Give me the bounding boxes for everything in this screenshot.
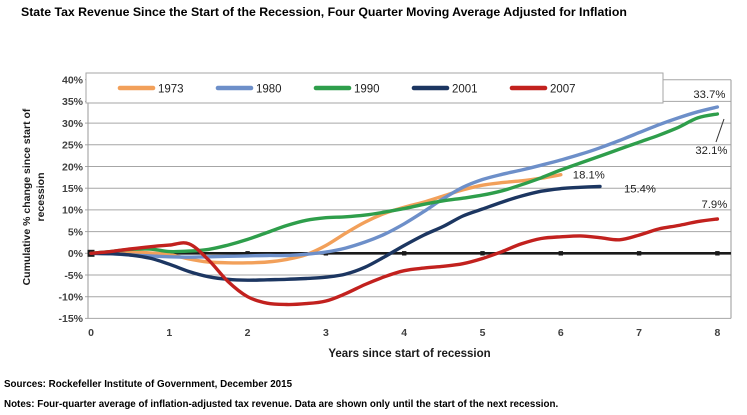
series-end-label-1980: 33.7%	[693, 89, 725, 101]
y-tick-label: -5%	[64, 270, 83, 282]
series-line-1990	[89, 112, 720, 255]
y-tick-label: -15%	[58, 313, 83, 325]
x-tick-label: 3	[323, 327, 329, 339]
series-line-2007	[89, 217, 720, 307]
x-tick-label: 1	[166, 327, 172, 339]
y-tick-label: 15%	[62, 183, 84, 195]
legend-label-2001: 2001	[452, 84, 478, 96]
legend-label-1980: 1980	[256, 84, 282, 96]
x-tick-label: 5	[480, 327, 486, 339]
y-tick-label: 35%	[62, 96, 84, 108]
series-end-label-1973: 18.1%	[573, 170, 605, 182]
zero-line-marker	[480, 251, 485, 256]
x-tick-label: 8	[714, 327, 720, 339]
y-tick-label: -10%	[58, 292, 83, 304]
legend-label-2007: 2007	[550, 84, 576, 96]
page-title: State Tax Revenue Since the Start of the…	[21, 5, 627, 19]
end-label-leader-1990	[715, 118, 725, 143]
methodology-note: Notes: Four-quarter average of inflation…	[4, 399, 559, 410]
y-tick-label: 10%	[62, 205, 84, 217]
x-tick-label: 0	[88, 327, 94, 339]
y-axis-title-line1: Cumulative % change since start of	[21, 108, 33, 285]
x-tick-label: 4	[401, 327, 407, 339]
zero-line-marker	[402, 251, 407, 256]
zero-line-marker	[245, 251, 250, 256]
zero-line-marker	[636, 251, 642, 256]
y-tick-label: 25%	[62, 140, 84, 152]
legend-box	[85, 72, 664, 104]
y-tick-label: 5%	[68, 226, 84, 238]
series-line-1980	[89, 105, 720, 259]
x-tick-label: 6	[558, 327, 564, 339]
y-tick-label: 30%	[62, 118, 84, 130]
y-tick-label: 40%	[62, 75, 84, 87]
legend-label-1973: 1973	[158, 84, 184, 96]
x-tick-label: 2	[245, 327, 251, 339]
series-line-1973	[89, 173, 563, 265]
series-end-label-1990: 32.1%	[695, 145, 727, 157]
series-end-label-2001: 15.4%	[624, 183, 656, 195]
legend-label-1990: 1990	[354, 84, 380, 96]
y-tick-label: 20%	[62, 161, 84, 173]
sources-note: Sources: Rockefeller Institute of Govern…	[4, 379, 293, 390]
zero-line-marker	[558, 251, 563, 256]
series-end-label-2007: 7.9%	[702, 199, 728, 211]
x-tick-label: 7	[636, 327, 642, 339]
series-line-2001	[89, 184, 602, 282]
zero-line-marker	[715, 251, 720, 256]
y-axis-title-line2: recession	[35, 172, 47, 221]
x-axis-title: Years since start of recession	[328, 348, 490, 360]
y-tick-label: 0%	[68, 248, 84, 260]
